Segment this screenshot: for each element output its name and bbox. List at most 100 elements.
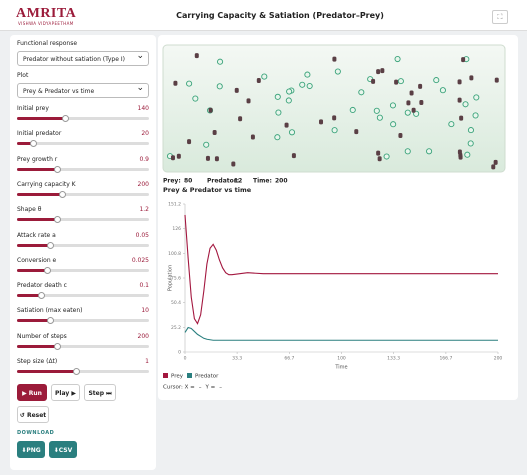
prey-agent (390, 121, 397, 128)
x-tick-label: 133.3 (387, 356, 400, 362)
prey-agent (304, 71, 311, 78)
slider-value: 20 (141, 130, 149, 138)
slider-thumb[interactable] (61, 115, 69, 122)
slider-thumb[interactable] (37, 292, 45, 300)
slider-track[interactable] (17, 218, 149, 222)
legend-label: Predator (195, 374, 219, 380)
cursor-x-value: – (199, 385, 202, 391)
slider-thumb[interactable] (53, 165, 61, 173)
label: Functional response (17, 40, 78, 47)
prey-agent (448, 121, 455, 128)
prey-agent (186, 80, 193, 87)
logo-subtitle: VISHWA VIDYAPEETHAM (18, 21, 74, 26)
slider-label: Initial prey (17, 105, 49, 112)
select[interactable]: Predator without satiation (Type I) (17, 49, 149, 66)
predator-agent (419, 99, 424, 105)
slider-track[interactable] (17, 370, 149, 373)
slider-value: 200 (137, 332, 149, 340)
y-tick-label: 75.6 (171, 276, 181, 282)
slider-fill (17, 142, 33, 146)
slider-fill (17, 167, 57, 171)
y-tick-label: 50.4 (171, 300, 181, 306)
slider-track[interactable] (17, 117, 149, 120)
slider-track[interactable] (17, 167, 149, 171)
slider-track[interactable] (17, 268, 149, 272)
predator-agent (194, 53, 199, 59)
slider-track[interactable] (17, 319, 149, 323)
predator-agent (376, 69, 381, 75)
slider-fill (17, 319, 50, 323)
slider-thumb[interactable] (44, 266, 52, 274)
predator-agent (377, 156, 382, 162)
slider-fill (17, 218, 57, 222)
slider-value: 200 (137, 180, 149, 188)
slider-fill (17, 294, 41, 298)
legend-swatch (163, 373, 168, 378)
slider-thumb[interactable] (53, 342, 61, 350)
slider-value: 0.9 (139, 155, 149, 163)
slider-track[interactable] (17, 192, 149, 196)
x-tick-label: 33.3 (232, 356, 242, 362)
slider-thumb[interactable] (29, 140, 37, 148)
prey-agent (473, 94, 480, 101)
prey-agent (216, 83, 223, 90)
status-time-label: Time: (253, 178, 272, 185)
predator-agent (461, 57, 466, 63)
predator-agent (284, 122, 289, 128)
status-prey-label: Prey: (163, 178, 181, 185)
predator-agent (458, 154, 463, 160)
play-button[interactable]: Play ▶ (51, 384, 80, 401)
prey-agent (275, 109, 282, 116)
prey-agent (358, 89, 365, 96)
select[interactable]: Prey & Predator vs time (17, 81, 149, 98)
slider-thumb[interactable] (53, 216, 61, 224)
step-button[interactable]: Step ⏭ (84, 384, 116, 401)
png-button[interactable]: ⬇PNG (17, 441, 45, 458)
predator-agent (457, 149, 462, 155)
csv-button[interactable]: ⬇CSV (49, 441, 77, 458)
status-predator: 12 (234, 178, 242, 185)
reset-button[interactable]: ↺ Reset (17, 406, 49, 423)
x-tick-label: 100 (337, 356, 346, 362)
slider-fill (17, 344, 57, 348)
predator-agent (418, 83, 423, 89)
prey-agent (383, 153, 390, 160)
predator-agent (319, 119, 324, 125)
slider-thumb[interactable] (58, 190, 66, 198)
label: Plot (17, 72, 29, 79)
slider-value: 0.05 (135, 231, 149, 239)
slider-value: 0.1 (139, 282, 149, 290)
predator-agent (256, 77, 261, 83)
prey-agent (389, 102, 397, 109)
logo: AMRITA (16, 6, 77, 21)
prey-agent (285, 97, 292, 104)
slider-track[interactable] (17, 294, 149, 298)
predator-agent (409, 90, 414, 96)
predator-agent (459, 115, 464, 121)
x-axis-label: Time (334, 365, 347, 371)
slider-fill (17, 192, 62, 196)
predator-agent (173, 80, 178, 86)
predator-agent (354, 129, 359, 135)
slider-label: Step size (Δt) (17, 358, 58, 365)
predator-agent (494, 77, 499, 83)
slider-label: Initial predator (17, 130, 62, 138)
slider-fill (17, 117, 65, 120)
predator-agent (238, 116, 243, 122)
run-button[interactable]: ▶ Run (17, 384, 47, 401)
prey-agent (472, 112, 479, 119)
predator-agent (234, 87, 239, 93)
prey-agent (306, 82, 313, 90)
slider-track[interactable] (17, 243, 149, 247)
predator-agent (212, 130, 217, 136)
slider-thumb[interactable] (73, 368, 81, 375)
x-tick-label: 66.7 (284, 356, 294, 362)
control-panel: Functional response Predator without sati… (10, 35, 156, 470)
slider-track[interactable] (17, 344, 149, 348)
slider-thumb[interactable] (47, 241, 54, 249)
header: AMRITA VISHWA VIDYAPEETHAM Carrying Capa… (0, 0, 527, 31)
slider-thumb[interactable] (47, 317, 54, 325)
slider-track[interactable] (17, 142, 149, 146)
fullscreen-button[interactable]: ⛶ (492, 10, 508, 24)
predator-agent (214, 156, 219, 162)
